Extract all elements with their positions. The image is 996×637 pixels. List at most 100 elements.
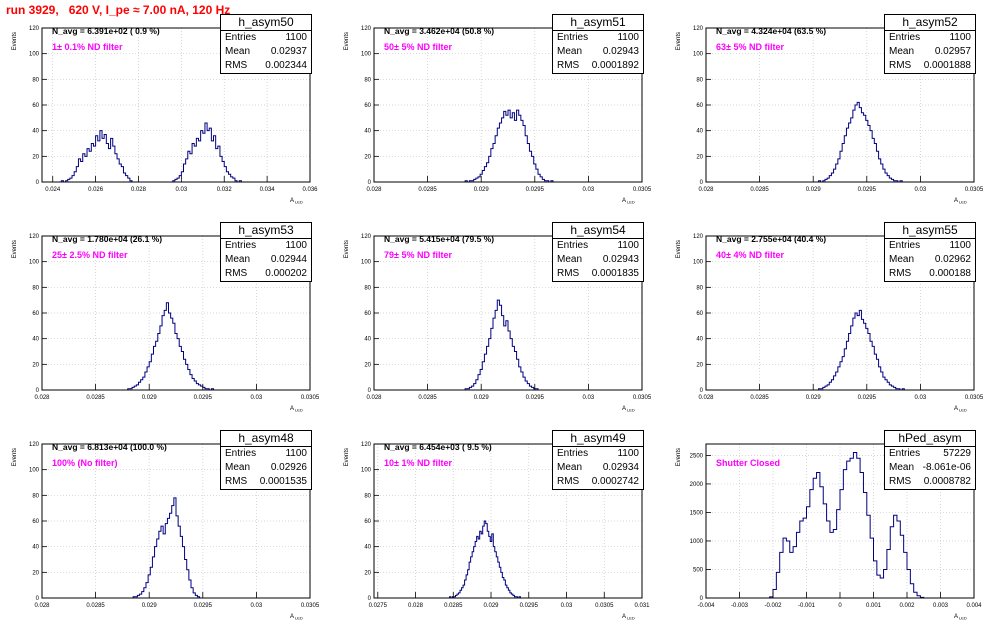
x-axis-subscript: LED [295,408,303,413]
stats-row-rms: RMS 0.0008782 [885,475,975,489]
x-axis-subscript: LED [959,200,967,205]
histogram-panel-h_asym50: 0.024 0.026 0.028 0.03 0.032 0.034 0.036 0 20 40 6… [0,14,330,221]
x-tick-label: 0.0295 [526,395,545,401]
stats-value: 0.02943 [602,254,639,265]
stats-value: 0.0008782 [923,476,971,487]
x-tick-label: -0.004 [697,603,715,609]
stats-row-entries: Entries 57229 [885,447,975,461]
x-axis-title: ALED [954,614,967,621]
stats-value: 1100 [285,448,307,459]
histogram-name: hPed_asym [885,431,975,447]
stats-label: Mean [557,46,583,57]
n-avg-label: N_avg = 2.755e+04 (40.4 %) [716,234,827,244]
x-axis-title: ALED [622,406,635,413]
x-tick-label: 0.0305 [633,187,652,193]
x-axis-subscript: LED [295,616,303,621]
stats-label: RMS [225,60,248,71]
x-tick-label: 0.004 [966,603,982,609]
x-tick-label: 0.0295 [858,187,877,193]
y-tick-label: 60 [364,103,371,109]
filter-label: 63± 5% ND filter [716,42,784,52]
histogram-plot: 0.028 0.0285 0.029 0.0295 0.03 0.0305 0 20 40 60 8… [344,234,652,413]
x-tick-label: 0.0305 [595,603,614,609]
y-tick-label: 120 [29,234,40,240]
x-tick-label: 0.0305 [633,395,652,401]
y-tick-label: 20 [364,570,371,576]
x-tick-label: 0.0285 [418,395,437,401]
n-avg-label: N_avg = 6.454e+03 ( 9.5 %) [384,442,492,452]
y-tick-label: 60 [364,519,371,525]
stats-box: hPed_asym Entries 57229 Mean -8.061e-06 RMS 0.… [884,430,976,490]
x-tick-label: 0.03 [251,395,263,401]
x-tick-label: 0.0305 [965,395,984,401]
y-tick-label: 0 [368,596,372,602]
stats-row-mean: Mean 0.02943 [553,253,643,267]
x-tick-label: 0 [838,603,842,609]
histogram-panel-h_asym48: 0.028 0.0285 0.029 0.0295 0.03 0.0305 0 20 40 60 8… [0,430,330,637]
y-tick-label: 100 [29,468,40,474]
filter-label: 10± 1% ND filter [384,458,452,468]
stats-label: Mean [557,254,583,265]
y-tick-label: 0 [36,596,40,602]
histogram-panel-h_asym49: 0.0275 0.028 0.0285 0.029 0.0295 0.03 0.0305 0.… [332,430,662,637]
x-axis-symbol: A [622,198,626,204]
stats-label: Mean [225,462,251,473]
y-tick-label: 80 [696,77,703,83]
x-axis-subscript: LED [959,408,967,413]
y-tick-label: 20 [32,362,39,368]
y-axis-title: Events [344,32,350,50]
x-axis-title: ALED [290,198,303,205]
page-title: run 3929, 620 V, I_pe ≈ 7.00 nA, 120 Hz [6,3,231,17]
y-tick-label: 40 [364,545,371,551]
x-tick-label: 0.0285 [86,395,105,401]
histogram-plot: 0.024 0.026 0.028 0.03 0.032 0.034 0.036 0 20 40 6… [12,26,318,205]
y-tick-label: 20 [696,154,703,160]
x-axis-symbol: A [290,614,294,620]
stats-value: 0.02943 [602,46,639,57]
x-tick-label: 0.03 [583,395,595,401]
histogram-panel-h_asym55: 0.028 0.0285 0.029 0.0295 0.03 0.0305 0 20 40 60 8… [664,222,994,429]
histogram-series [818,309,905,391]
y-tick-label: 2500 [690,453,704,459]
stats-box: h_asym51 Entries 1100 Mean 0.02943 RMS 0.00018… [552,14,644,74]
x-tick-label: 0.029 [142,603,158,609]
x-axis-title: ALED [290,614,303,621]
histogram-plot: 0.028 0.0285 0.029 0.0295 0.03 0.0305 0 20 40 60 8… [676,26,984,205]
histogram-series [769,452,925,598]
y-axis-title: Events [12,32,18,50]
stats-row-entries: Entries 1100 [221,239,311,253]
y-tick-label: 40 [32,129,39,135]
y-tick-label: 100 [361,52,372,58]
stats-row-mean: Mean -8.061e-06 [885,461,975,475]
stats-value: 0.002344 [265,60,307,71]
stats-label: RMS [225,268,248,279]
stats-label: Entries [889,448,921,459]
y-axis-title: Events [344,240,350,258]
stats-row-mean: Mean 0.02962 [885,253,975,267]
stats-label: Mean [889,254,915,265]
y-tick-label: 0 [700,596,704,602]
x-axis-subscript: LED [959,616,967,621]
histogram-name: h_asym53 [221,223,311,239]
histogram-name: h_asym55 [885,223,975,239]
stats-row-entries: Entries 1100 [221,447,311,461]
y-tick-label: 60 [696,103,703,109]
histogram-name: h_asym50 [221,15,311,31]
y-tick-label: 120 [361,234,372,240]
y-tick-label: 0 [36,180,40,186]
y-axis-title: Events [344,448,350,466]
stats-value: 1100 [285,240,307,251]
stats-value: 0.0001535 [259,476,307,487]
stats-label: RMS [889,268,912,279]
x-tick-label: 0.0295 [194,395,213,401]
histogram-plot: -0.004 -0.003 -0.002 -0.001 0 0.001 0.002 0.003… [676,443,982,621]
x-tick-label: 0.029 [806,395,822,401]
histogram-panel-h_asym54: 0.028 0.0285 0.029 0.0295 0.03 0.0305 0 20 40 60 8… [332,222,662,429]
histogram-plot: 0.028 0.0285 0.029 0.0295 0.03 0.0305 0 20 40 60 8… [12,234,320,413]
x-tick-label: 0.0295 [520,603,539,609]
stats-label: Entries [225,32,257,43]
y-tick-label: 60 [32,311,39,317]
stats-label: Mean [889,46,915,57]
stats-label: Entries [889,32,921,43]
stats-value: 0.02957 [934,46,971,57]
